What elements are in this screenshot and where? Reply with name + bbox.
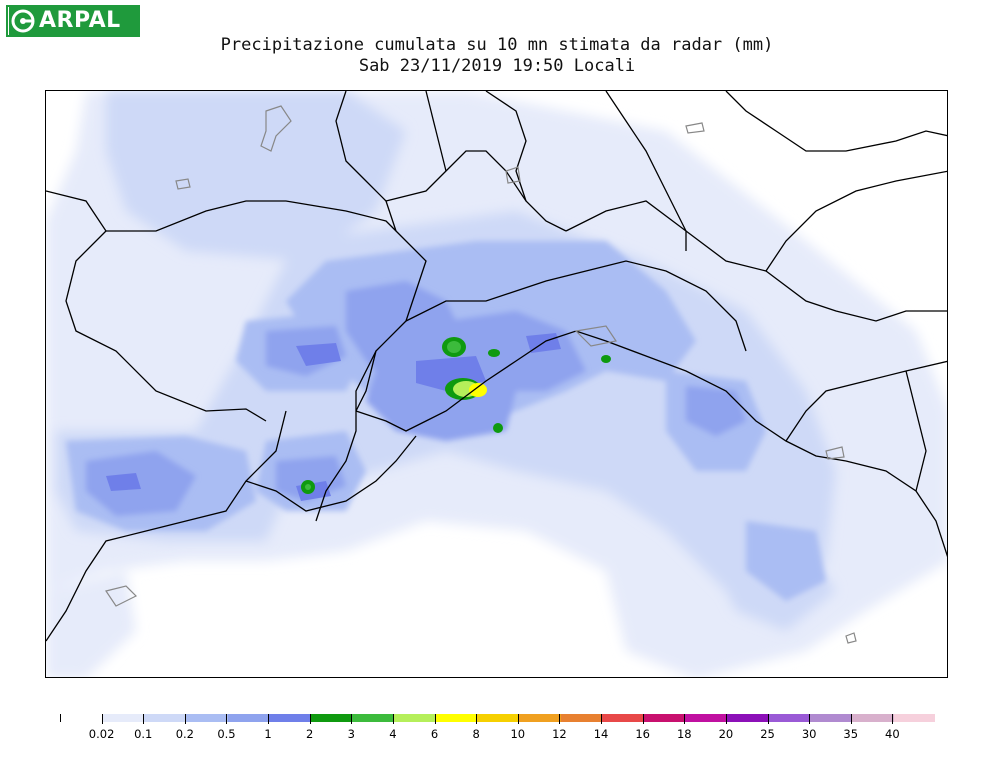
legend-swatch <box>518 714 561 722</box>
legend-swatch <box>643 714 686 722</box>
legend-label: 40 <box>885 727 900 741</box>
legend-tick <box>767 714 769 724</box>
legend-label: 35 <box>843 727 859 741</box>
legend-tick <box>684 714 686 724</box>
legend-swatch <box>560 714 603 722</box>
radar-map-canvas <box>46 91 947 677</box>
legend-tick <box>601 714 603 724</box>
legend-label: 0.02 <box>88 727 115 741</box>
map-subtitle-date: Sab 23/11/2019 19:50 Locali <box>358 56 636 76</box>
legend-tick <box>268 714 270 724</box>
legend-swatch <box>185 714 228 722</box>
precip-layer-6 <box>469 383 487 397</box>
legend-swatch <box>477 714 519 722</box>
legend-label: 4 <box>389 727 397 741</box>
legend-swatch <box>102 714 145 722</box>
legend-swatch <box>269 714 311 722</box>
legend-tick <box>184 714 186 724</box>
legend-tick <box>434 714 436 724</box>
legend-tick <box>559 714 561 724</box>
lakes <box>105 105 857 644</box>
legend-swatch <box>352 714 394 722</box>
legend-tick <box>725 714 727 724</box>
precipitation-legend: 0.02 0.1 0.2 0.5 1 2 3 4 6 8 10 12 14 16 18 20 25 30 35 40 <box>60 714 936 764</box>
legend-tick <box>101 714 103 724</box>
arpal-logo: ARPAL <box>6 5 140 37</box>
legend-swatch <box>435 714 478 722</box>
legend-color-bar <box>60 714 936 722</box>
legend-swatch <box>851 714 894 722</box>
legend-swatch <box>144 714 186 722</box>
legend-label: 14 <box>593 727 609 741</box>
legend-tick <box>392 714 394 724</box>
arpal-logo-mark <box>9 7 37 35</box>
legend-tick <box>809 714 811 724</box>
legend-swatch-none <box>61 714 103 722</box>
legend-label: 8 <box>472 727 480 741</box>
legend-tick <box>642 714 644 724</box>
legend-swatch <box>893 714 936 722</box>
legend-label: 3 <box>347 727 355 741</box>
legend-swatch <box>810 714 852 722</box>
legend-label: 0.5 <box>217 727 236 741</box>
radar-map <box>45 90 948 678</box>
legend-label: 18 <box>676 727 692 741</box>
legend-label: 16 <box>635 727 650 741</box>
legend-label: 0.1 <box>134 727 153 741</box>
arpal-logo-text: ARPAL <box>37 7 138 35</box>
legend-tick <box>143 714 145 724</box>
legend-swatch <box>310 714 353 722</box>
legend-tick <box>226 714 228 724</box>
legend-swatch <box>602 714 644 722</box>
legend-label: 1 <box>264 727 272 741</box>
legend-tick <box>892 714 894 724</box>
region-boundaries <box>46 91 947 642</box>
legend-label: 0.2 <box>175 727 194 741</box>
legend-label: 30 <box>801 727 817 741</box>
legend-label: 2 <box>306 727 314 741</box>
legend-tick <box>517 714 519 724</box>
legend-swatch <box>394 714 436 722</box>
legend-label: 10 <box>510 727 526 741</box>
legend-label: 20 <box>718 727 734 741</box>
legend-swatch <box>685 714 727 722</box>
legend-tick <box>476 714 478 724</box>
legend-tick <box>850 714 852 724</box>
legend-tick <box>351 714 353 724</box>
legend-swatch <box>227 714 270 722</box>
legend-tick <box>309 714 311 724</box>
legend-label: 6 <box>430 727 439 741</box>
legend-label: 25 <box>760 727 775 741</box>
legend-label: 12 <box>552 727 567 741</box>
legend-swatch <box>768 714 811 722</box>
legend-swatch <box>727 714 769 722</box>
map-title: Precipitazione cumulata su 10 mn stimata… <box>220 35 774 55</box>
